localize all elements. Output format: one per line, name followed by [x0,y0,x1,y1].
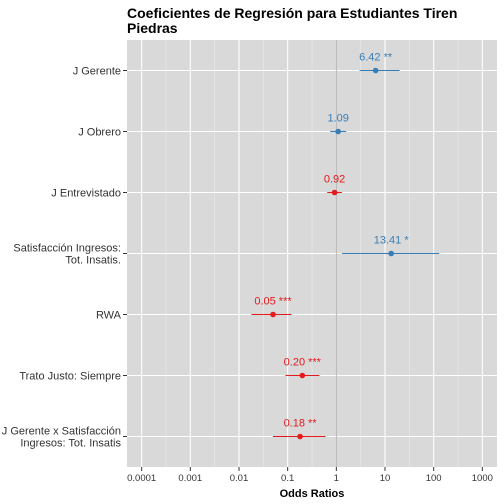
estimate-point [335,128,341,135]
y-tick-label: Trato Justo: Siempre [19,371,121,383]
estimate-label: 0.05 *** [254,296,292,308]
x-tick-label: 100 [426,473,442,484]
estimate-point [388,250,395,257]
chart-title-line-1: Coeficientes de Regresión para Estudiant… [127,5,457,21]
y-tick-label: J Gerente [73,66,121,78]
estimate-point [297,433,303,440]
estimate-label: 0.18 ** [284,418,318,430]
estimate-label: 0.92 [324,174,345,186]
x-tick-label: 1000 [472,473,493,484]
data-marks: 6.42 ** 1.09 0.92 13.41 * 0.05 *** 0.20 *** 0.… [251,52,440,440]
y-tick-label: Ingresos: Tot. Insatis [20,438,121,450]
y-tick-label: J Gerente x Satisfacción [2,426,121,438]
y-tick-label: Satisfacción Ingresos: [13,243,121,255]
estimate-label: 0.20 *** [284,357,322,369]
x-axis-label: Odds Ratios [280,488,345,500]
estimate-point [372,67,379,74]
x-tick-label: 0.1 [281,473,294,484]
y-tick-label: J Entrevistado [51,188,121,200]
x-tick-label: 1 [334,473,339,484]
x-axis: 0.0001 0.001 0.01 0.1 1 10 100 1000 [127,467,493,484]
y-tick-label: J Obrero [78,127,121,139]
y-axis: J Gerente J Obrero J Entrevistado Satisfacc… [2,66,127,450]
estimate-point [270,311,276,318]
chart-title-line-2: Piedras [127,20,178,36]
x-tick-label: 0.001 [178,473,202,484]
estimate-label: 13.41 * [374,235,410,247]
estimate-point [299,372,306,379]
x-tick-label: 0.0001 [127,473,156,484]
estimate-point [331,189,338,196]
x-tick-label: 10 [380,473,391,484]
x-tick-label: 0.01 [230,473,249,484]
estimate-label: 6.42 ** [359,52,393,64]
y-tick-label: Tot. Insatis. [65,255,121,267]
y-tick-label: RWA [96,310,122,322]
estimate-label: 1.09 [327,113,348,125]
